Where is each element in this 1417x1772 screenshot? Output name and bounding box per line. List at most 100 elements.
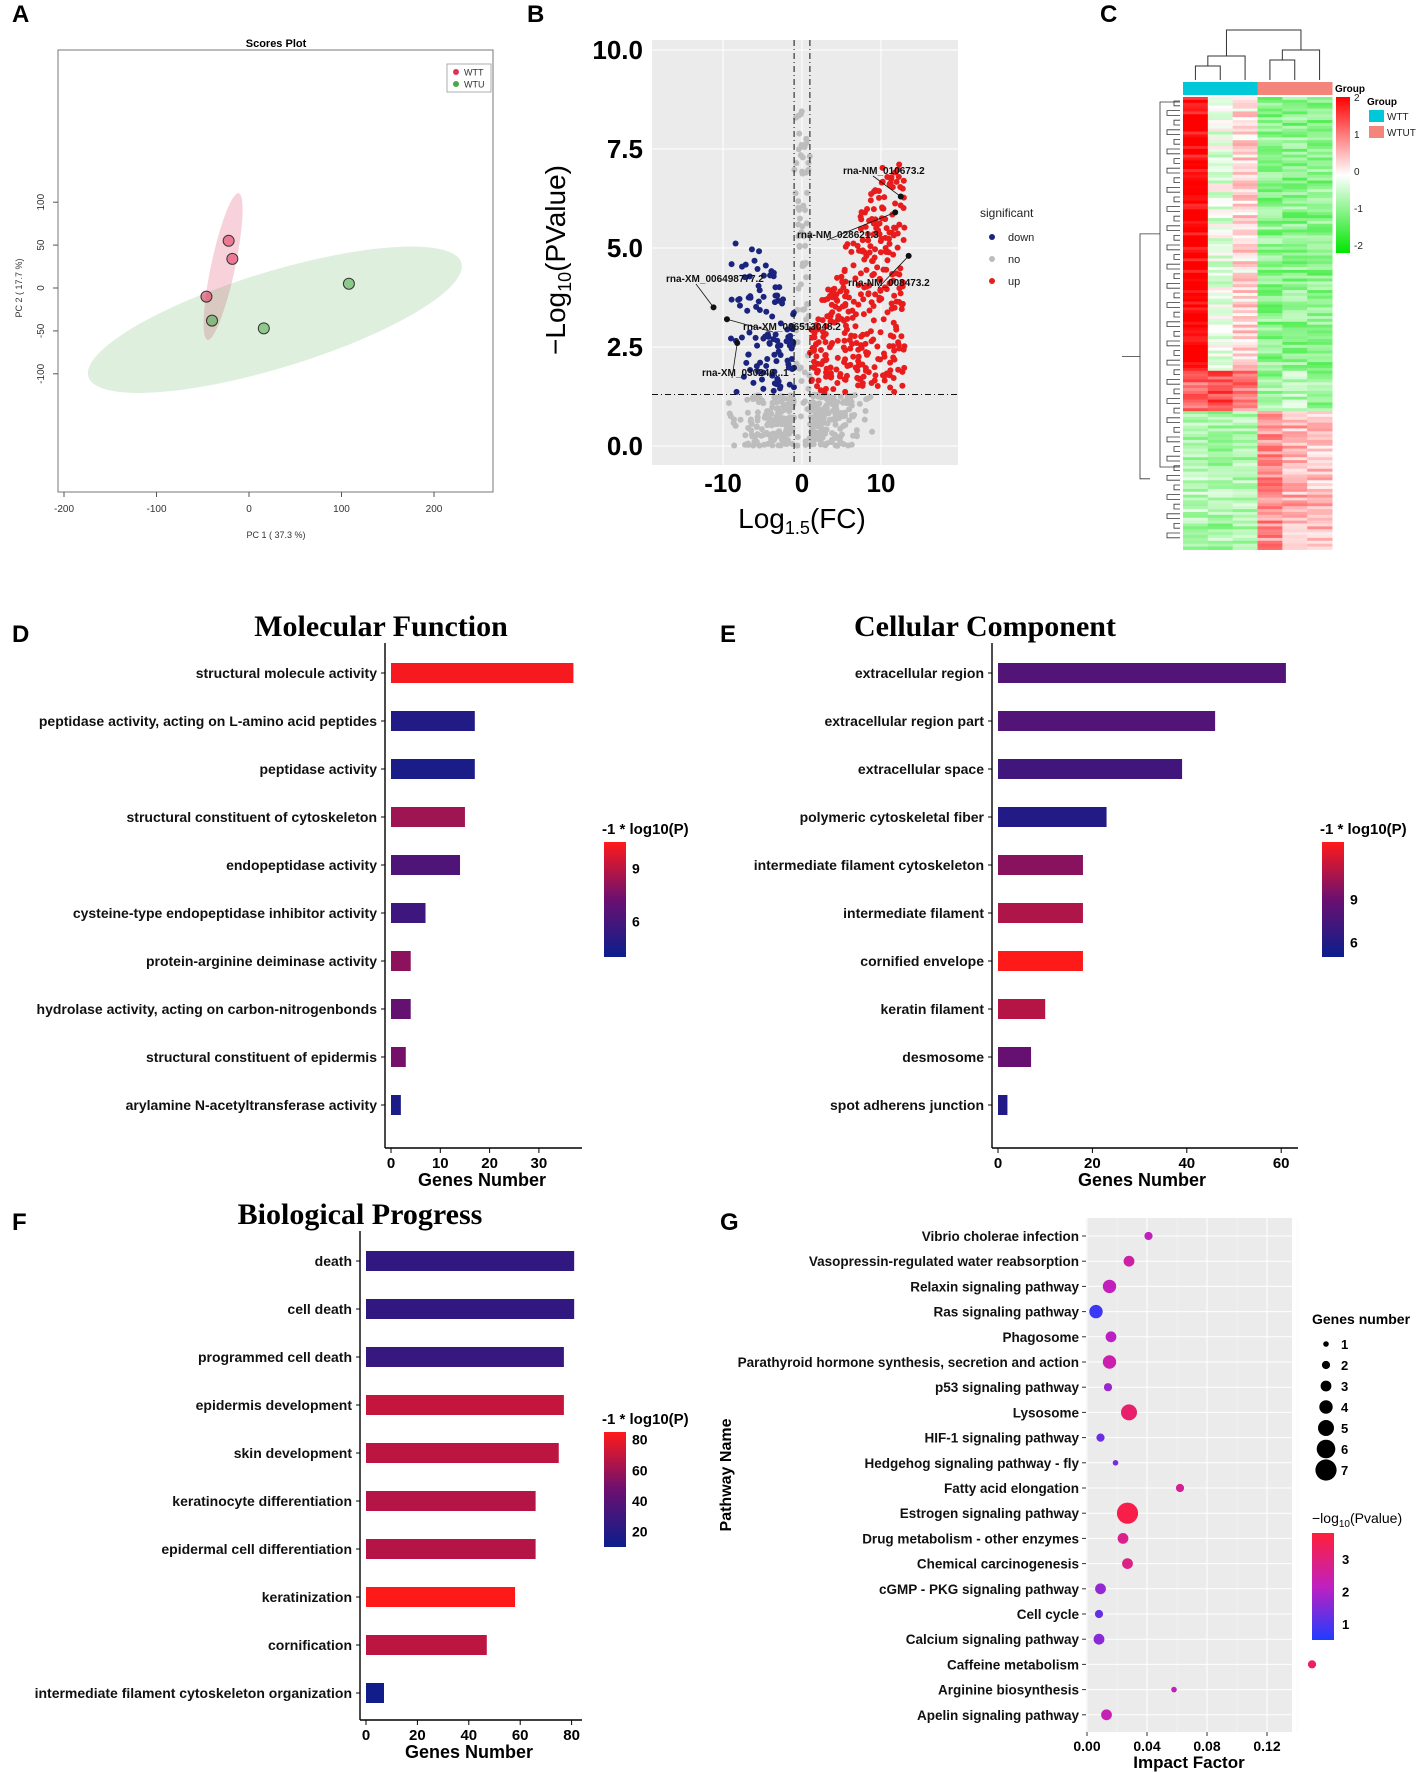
heatmap-cell [1257, 471, 1283, 476]
heatmap-cell [1307, 137, 1333, 141]
heatmap-cell [1282, 367, 1308, 372]
heatmap-cell [1183, 241, 1209, 245]
heatmap-cell [1307, 457, 1333, 461]
heatmap-cell [1257, 486, 1283, 490]
heatmap-cell [1307, 529, 1333, 533]
category-label: peptidase activity [260, 761, 378, 777]
heatmap-cell [1307, 431, 1333, 435]
group-legend-swatch [1369, 110, 1384, 122]
heatmap-cell [1183, 535, 1209, 539]
heatmap-cell [1183, 327, 1209, 331]
point-up [901, 224, 908, 231]
heatmap-cell [1282, 183, 1308, 187]
point-up [827, 371, 834, 378]
heatmap-cell [1183, 151, 1209, 156]
point-no [737, 416, 744, 423]
heatmap-cell [1183, 367, 1209, 372]
point-no [808, 402, 815, 409]
heatmap-cell [1232, 220, 1258, 225]
point-up [865, 231, 872, 238]
heatmap-cell [1307, 402, 1333, 406]
point-up [841, 266, 848, 273]
heatmap-cell [1232, 97, 1258, 101]
heatmap-cell [1282, 537, 1308, 542]
x-tick-label: -100 [146, 504, 166, 515]
heatmap-cell [1207, 292, 1234, 297]
heatmap-cell [1183, 318, 1209, 323]
heatmap-cell [1257, 509, 1283, 513]
heatmap-cell [1282, 157, 1308, 161]
heatmap-cell [1307, 497, 1333, 501]
bar [391, 663, 574, 683]
heatmap-cell [1232, 235, 1258, 239]
heatmap-cell [1282, 128, 1308, 133]
heatmap-cell [1183, 486, 1209, 490]
heatmap-cell [1183, 431, 1209, 435]
point-up [881, 284, 888, 291]
point-no [804, 301, 811, 308]
color-legend-title: -1 * log10(P) [602, 821, 689, 838]
dendrogram-branch [1207, 55, 1246, 80]
heatmap-cell [1307, 275, 1333, 280]
heatmap-cell [1307, 97, 1333, 101]
label-leader-line [726, 318, 774, 333]
bar [998, 711, 1216, 731]
heatmap-cell [1232, 151, 1258, 156]
heatmap-cell [1307, 203, 1333, 208]
point-up [836, 373, 843, 380]
dendrogram-leaf [1173, 407, 1180, 414]
point-no [761, 414, 768, 421]
heatmap-cell [1207, 189, 1234, 193]
heatmap-cell [1282, 365, 1308, 369]
heatmap-cell [1232, 402, 1258, 406]
heatmap-cell [1183, 186, 1209, 190]
pathway-bubble [1123, 1255, 1135, 1267]
bar [998, 807, 1107, 827]
point-up [867, 243, 874, 250]
heatmap-cell [1257, 148, 1283, 153]
heatmap-cell [1307, 480, 1333, 484]
point-up [861, 284, 868, 291]
heatmap-cell [1257, 408, 1283, 412]
heatmap-cell [1183, 457, 1209, 461]
group-legend-label: WTUT [1387, 128, 1416, 139]
heatmap-cell [1183, 353, 1209, 357]
heatmap-cell [1257, 295, 1283, 300]
dendrogram-leaf [1173, 484, 1180, 491]
point-up [874, 343, 881, 350]
point-up [893, 178, 900, 185]
group-legend-label: WTT [1387, 112, 1409, 123]
heatmap-cell [1232, 114, 1258, 118]
heatmap-cell [1257, 483, 1283, 487]
panel-letter: D [12, 621, 29, 648]
dendrogram-leaf [1166, 455, 1180, 462]
heatmap-cell [1257, 301, 1283, 305]
heatmap-cell [1257, 367, 1283, 372]
scale-tick-label: -2 [1354, 241, 1363, 252]
point-no [799, 223, 806, 230]
heatmap-cell [1257, 313, 1283, 317]
heatmap-cell [1307, 341, 1333, 346]
pathway-label: Drug metabolism - other enzymes [862, 1531, 1079, 1546]
heatmap-cell [1282, 454, 1308, 458]
point-down [777, 342, 784, 349]
heatmap-cell [1232, 318, 1258, 323]
heatmap-cell [1207, 307, 1234, 311]
heatmap-cell [1207, 339, 1234, 343]
group-annotation-cell [1307, 82, 1333, 95]
heatmap-cell [1232, 120, 1258, 124]
point-no [840, 423, 847, 430]
point-down [728, 261, 735, 268]
heatmap-cell [1232, 347, 1258, 352]
point-up [830, 386, 837, 393]
heatmap-cell [1232, 183, 1258, 187]
point-up [848, 248, 855, 255]
category-label: desmosome [902, 1049, 984, 1065]
point-no [836, 437, 843, 444]
heatmap-cell [1232, 333, 1258, 337]
heatmap-cell [1207, 105, 1234, 110]
bar [366, 1683, 384, 1703]
heatmap-cell [1257, 399, 1283, 403]
heatmap-cell [1282, 477, 1308, 481]
point-no [849, 412, 856, 419]
